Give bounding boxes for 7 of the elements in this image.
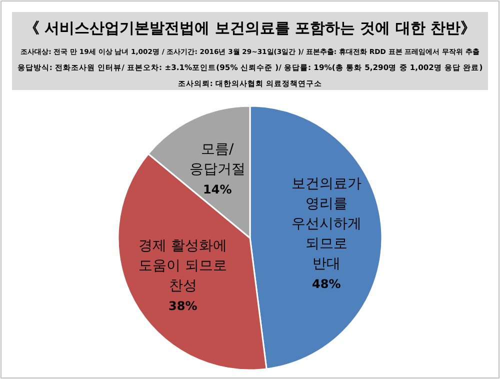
- data-label: 14%: [203, 182, 232, 197]
- data-label: 38%: [168, 298, 198, 313]
- slice-label: 모름/ 응답거절: [189, 142, 246, 178]
- slice-label: 보건의료가 영리를 우선시하게 되므로 반대: [291, 176, 362, 272]
- chart-title: 《 서비스산업기본발전법에 보건의료를 포함하는 것에 대한 찬반》: [24, 19, 476, 37]
- data-label: 48%: [312, 277, 341, 292]
- slice-label: 경제 활성화에 도움이 되므로 찬성: [138, 238, 228, 294]
